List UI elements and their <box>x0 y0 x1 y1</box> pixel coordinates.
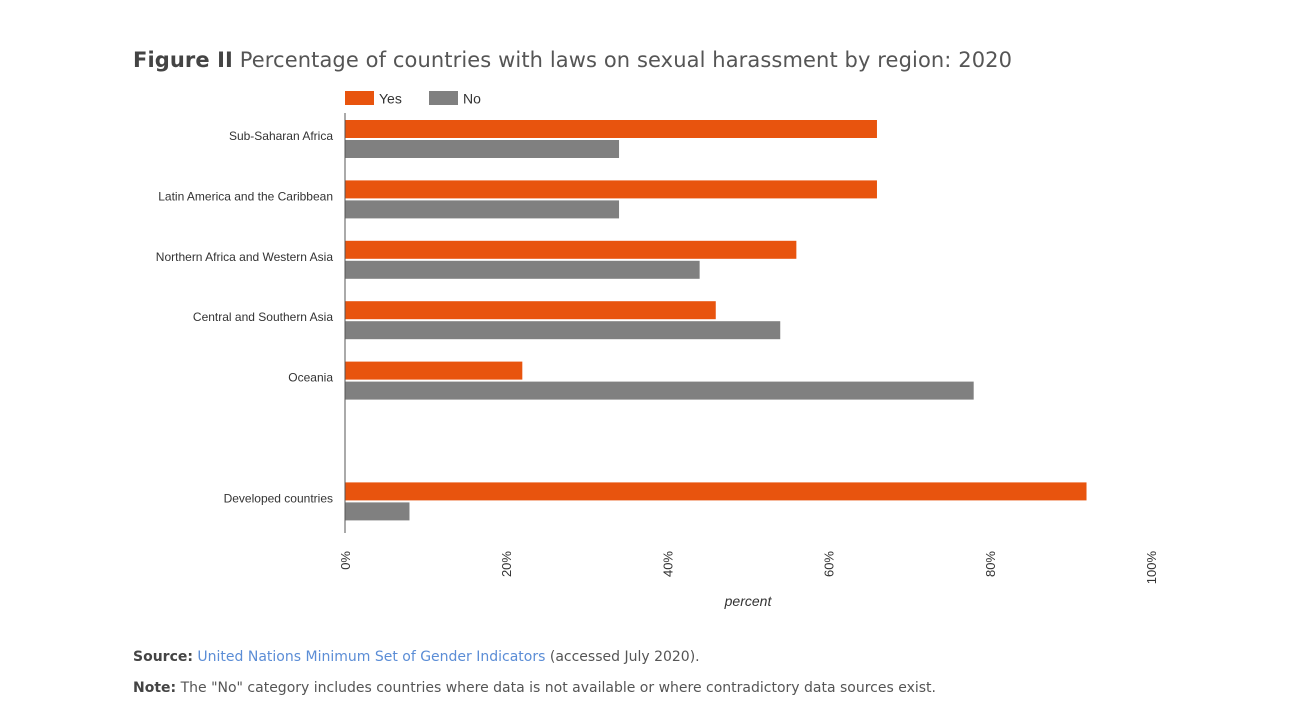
x-tick-label: 60% <box>822 551 837 577</box>
bar-no <box>345 502 410 521</box>
source-suffix: (accessed July 2020). <box>545 649 700 665</box>
bar-yes <box>345 240 797 259</box>
legend-label-no: No <box>463 91 481 107</box>
bar-yes <box>345 482 1087 501</box>
bar-yes <box>345 120 877 138</box>
note: Note: The "No" category includes countri… <box>133 680 936 696</box>
x-tick-label: 40% <box>660 551 675 577</box>
x-tick-label: 0% <box>338 551 353 570</box>
source-label: Source: <box>133 649 193 665</box>
chart-title: Figure II Percentage of countries with l… <box>133 48 1012 72</box>
figure-number: Figure II <box>133 48 233 72</box>
source-note: Source: United Nations Minimum Set of Ge… <box>133 649 700 665</box>
source-link[interactable]: United Nations Minimum Set of Gender Ind… <box>197 649 546 665</box>
bar-no <box>345 140 620 158</box>
bar-no <box>345 321 781 340</box>
bar-no <box>345 381 974 400</box>
category-label: Developed countries <box>224 491 333 505</box>
bar-no <box>345 200 620 219</box>
category-label: Latin America and the Caribbean <box>158 189 333 203</box>
bar-yes <box>345 180 877 199</box>
category-label: Northern Africa and Western Asia <box>156 250 334 264</box>
chart-title-text: Percentage of countries with laws on sex… <box>239 48 1013 72</box>
x-tick-label: 80% <box>983 551 998 577</box>
bar-no <box>345 260 700 279</box>
bar-yes <box>345 361 523 380</box>
bar-chart: Yes No Sub-Saharan Africa Latin America and… <box>156 91 1159 610</box>
category-label: Sub-Saharan Africa <box>229 129 333 143</box>
legend-swatch-no <box>429 91 458 105</box>
note-label: Note: <box>133 680 177 696</box>
x-tick-label: 20% <box>499 551 514 577</box>
x-axis-title: percent <box>724 593 773 609</box>
legend-swatch-yes <box>345 91 374 105</box>
bar-yes <box>345 301 716 320</box>
x-tick-label: 100% <box>1144 551 1159 585</box>
category-label: Oceania <box>288 371 333 385</box>
legend-label-yes: Yes <box>379 91 402 107</box>
note-text: The "No" category includes countries whe… <box>176 680 937 696</box>
category-label: Central and Southern Asia <box>193 310 333 324</box>
